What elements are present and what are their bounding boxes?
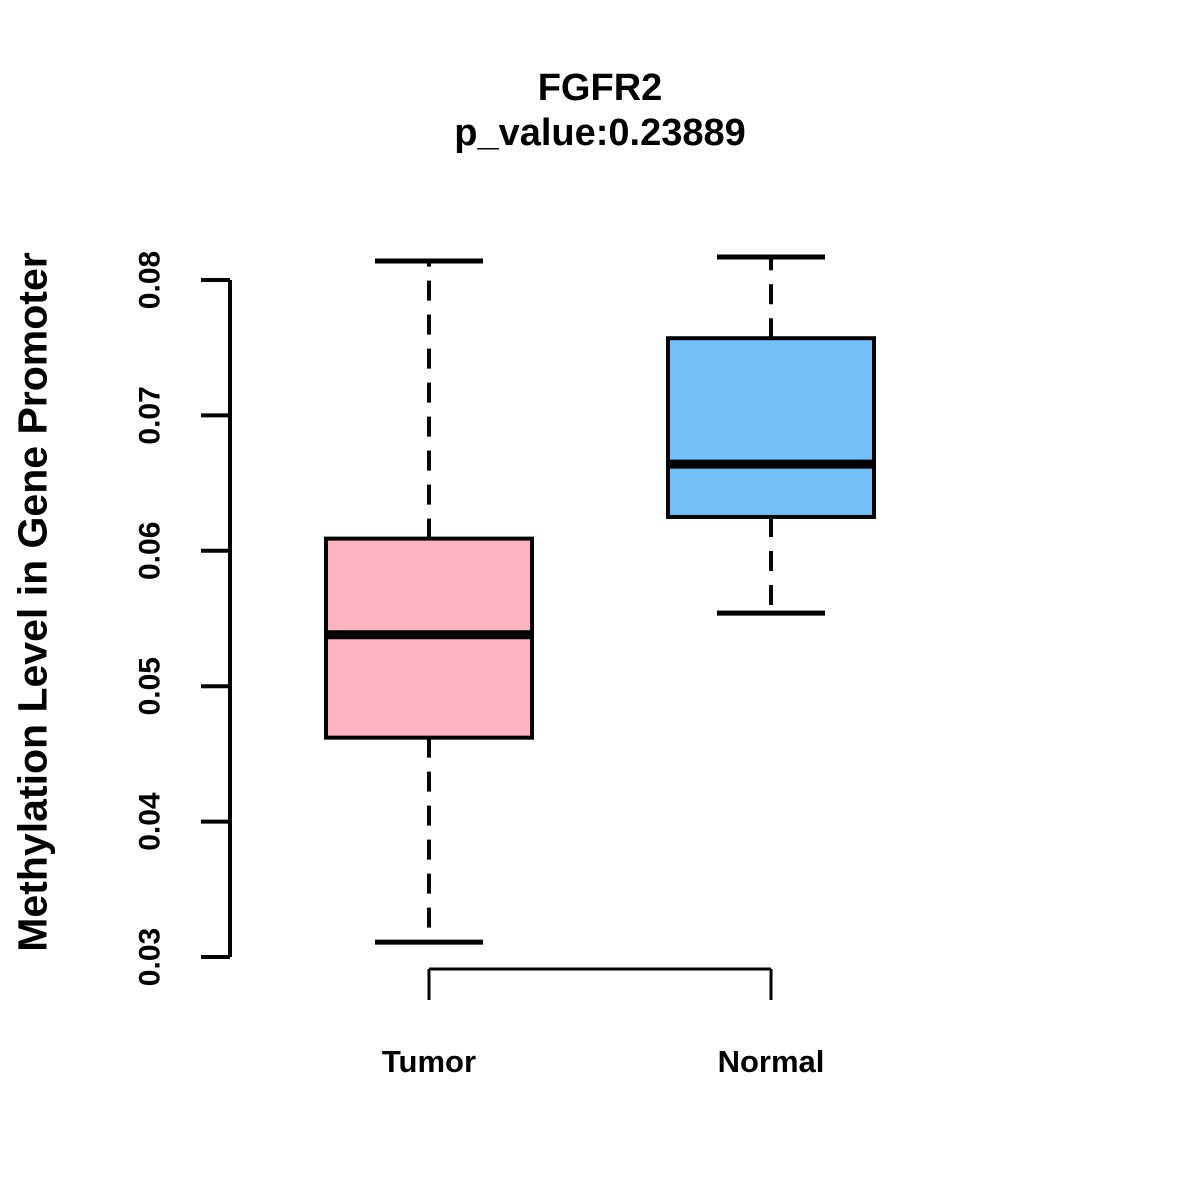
y-axis-tick-label: 0.07 — [134, 386, 167, 444]
x-category-label-tumor: Tumor — [382, 1044, 476, 1079]
y-axis-tick-label: 0.05 — [134, 657, 167, 715]
y-axis-tick-label: 0.03 — [134, 928, 167, 986]
y-axis-tick-label: 0.08 — [134, 251, 167, 309]
y-axis-tick-label: 0.06 — [134, 522, 167, 580]
chart-title-block: FGFR2 p_value:0.23889 — [230, 66, 970, 156]
x-category-label-normal: Normal — [718, 1044, 825, 1079]
y-axis-tick-label: 0.04 — [134, 792, 167, 851]
iqr-box-normal — [666, 336, 876, 519]
chart-title: FGFR2 — [537, 67, 663, 109]
chart-subtitle-pvalue: p_value:0.23889 — [454, 112, 746, 154]
